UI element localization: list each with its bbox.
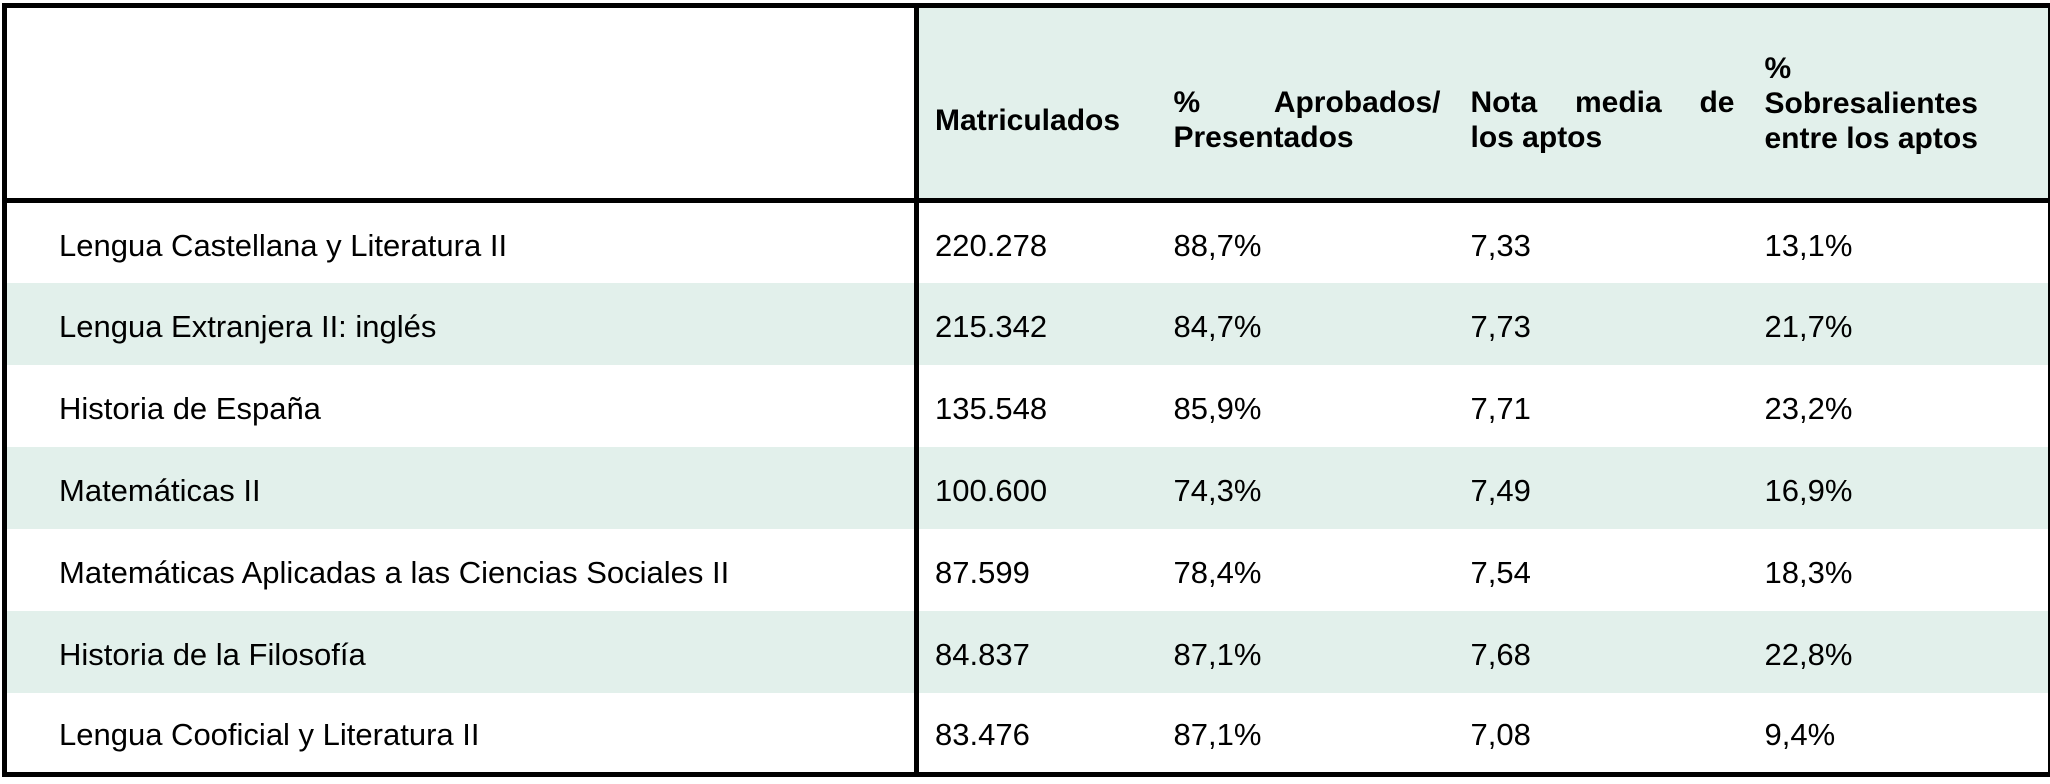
nota-cell: 7,49 [1454, 446, 1749, 529]
header-sobre-line3: entre los aptos [1764, 121, 1978, 155]
header-aprobados-line1: % Aprobados/ [1173, 86, 1441, 119]
matriculados-cell: 84.837 [916, 610, 1158, 693]
table-row: Lengua Castellana y Literatura II 220.27… [2, 200, 2050, 283]
sobresalientes-cell: 22,8% [1748, 610, 2050, 693]
table-row: Matemáticas II 100.600 74,3% 7,49 16,9% [2, 446, 2050, 529]
matriculados-cell: 220.278 [935, 227, 1048, 263]
nota-cell: 7,08 [1454, 692, 1749, 777]
header-nota-line2: los aptos [1470, 121, 1603, 154]
nota-cell: 7,71 [1470, 390, 1531, 426]
nota-cell: 7,73 [1454, 282, 1749, 365]
sobresalientes-cell: 21,7% [1748, 282, 2050, 365]
sobresalientes-cell: 18,3% [1748, 528, 2050, 611]
aprobados-cell: 84,7% [1157, 282, 1455, 365]
sobresalientes-cell: 9,4% [1748, 692, 2050, 777]
subject-cell: Lengua Extranjera II: inglés [2, 282, 919, 365]
nota-cell: 7,68 [1454, 610, 1749, 693]
header-aprobados-line2: Presentados [1173, 121, 1354, 154]
table-row: Matemáticas Aplicadas a las Ciencias Soc… [2, 528, 2050, 611]
header-matriculados: Matriculados [916, 3, 1158, 203]
aprobados-cell: 85,9% [1173, 390, 1262, 426]
nota-cell: 7,54 [1470, 554, 1531, 590]
header-sobresalientes: % Sobresalientes entre los aptos [1748, 3, 2050, 203]
header-nota-media: Nota media de los aptos [1454, 3, 1749, 203]
sobresalientes-cell: 23,2% [1748, 364, 2050, 447]
aprobados-cell: 78,4% [1173, 554, 1262, 590]
header-matriculados-label: Matriculados [935, 103, 1121, 137]
table-row: Historia de la Filosofía 84.837 87,1% 7,… [2, 610, 2050, 693]
nota-cell: 7,33 [1470, 227, 1531, 263]
matriculados-cell: 215.342 [916, 282, 1158, 365]
aprobados-cell: 87,1% [1157, 692, 1455, 777]
matriculados-cell: 100.600 [916, 446, 1158, 529]
header-aprobados: % Aprobados/ Presentados [1157, 3, 1455, 203]
subject-cell: Historia de la Filosofía [2, 610, 919, 693]
results-table: Matriculados % Aprobados/ Presentados No… [2, 3, 2050, 777]
header-row: Matriculados % Aprobados/ Presentados No… [2, 3, 2050, 203]
sobresalientes-cell: 16,9% [1748, 446, 2050, 529]
subject-cell: Lengua Castellana y Literatura II [2, 200, 919, 283]
aprobados-cell: 87,1% [1157, 610, 1455, 693]
header-sobre-line1: % [1764, 51, 1792, 85]
table-row: Historia de España 135.548 85,9% 7,71 23… [2, 364, 2050, 447]
header-blank-cell [2, 3, 919, 203]
aprobados-cell: 88,7% [1173, 227, 1262, 263]
matriculados-cell: 87.599 [935, 554, 1030, 590]
header-sobre-line2: Sobresalientes [1764, 86, 1978, 120]
matriculados-cell: 83.476 [916, 692, 1158, 777]
aprobados-cell: 74,3% [1157, 446, 1455, 529]
subject-cell: Lengua Cooficial y Literatura II [2, 692, 919, 777]
subject-cell: Historia de España [2, 364, 919, 447]
subject-cell: Matemáticas Aplicadas a las Ciencias Soc… [2, 528, 919, 611]
header-nota-line1: Nota media de [1470, 86, 1735, 119]
table-row: Lengua Extranjera II: inglés 215.342 84,… [2, 282, 2050, 365]
sobresalientes-cell: 13,1% [1748, 200, 2050, 283]
subject-cell: Matemáticas II [2, 446, 919, 529]
table-row: Lengua Cooficial y Literatura II 83.476 … [2, 692, 2050, 777]
matriculados-cell: 135.548 [935, 390, 1048, 426]
